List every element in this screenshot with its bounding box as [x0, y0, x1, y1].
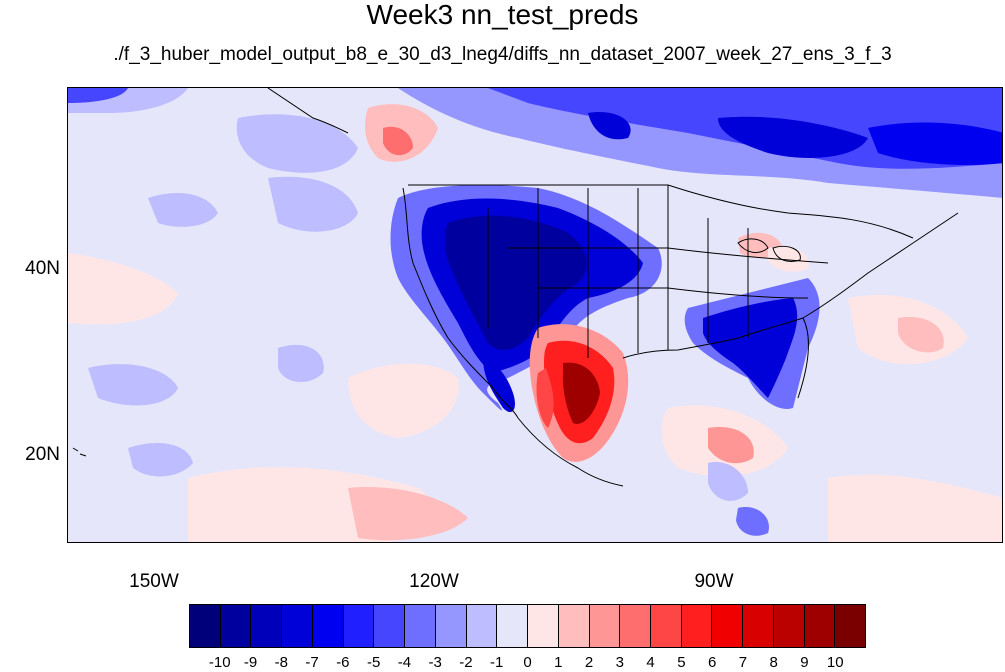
colorbar-tick-label: 0 [523, 654, 532, 671]
colorbar-swatch [312, 605, 344, 647]
colorbar-tick-label: 3 [615, 654, 624, 671]
colorbar-tick-label: 6 [707, 654, 717, 671]
colorbar-tick-label: -4 [397, 654, 412, 671]
colorbar-swatch [435, 605, 467, 647]
lat-label-40n: 40N [25, 258, 60, 279]
colorbar-swatch [712, 605, 744, 647]
map-subtitle: ./f_3_huber_model_output_b8_e_30_d3_lneg… [113, 44, 892, 65]
colorbar-swatch [651, 605, 682, 647]
contour-field [68, 88, 1002, 542]
colorbar-tick-label: -10 [208, 654, 231, 671]
colorbar-swatch [773, 605, 805, 647]
map-plot-area [67, 87, 1003, 543]
colorbar-swatch [220, 605, 252, 647]
colorbar-swatch [343, 605, 375, 647]
colorbar-tick-label: -5 [366, 654, 381, 671]
colorbar-tick-label: 4 [646, 654, 655, 671]
colorbar-tick-label: -6 [336, 654, 350, 671]
lon-label-150w: 150W [129, 571, 179, 592]
colorbar-tick-label: -2 [459, 654, 473, 671]
colorbar-swatch [835, 605, 866, 647]
colorbar-swatch [282, 605, 313, 647]
colorbar [189, 604, 866, 648]
colorbar-swatch [558, 605, 590, 647]
lat-label-20n: 20N [25, 444, 60, 465]
colorbar-tick-label: -8 [274, 654, 288, 671]
colorbar-swatch [466, 605, 498, 647]
colorbar-tick-label: 2 [584, 654, 594, 671]
colorbar-swatch [374, 605, 406, 647]
colorbar-swatch [589, 605, 621, 647]
colorbar-swatch [743, 605, 774, 647]
colorbar-tick-label: -7 [305, 654, 319, 671]
colorbar-tick-label: -9 [243, 654, 258, 671]
colorbar-swatch [804, 605, 836, 647]
colorbar-swatch [528, 605, 559, 647]
colorbar-swatch [620, 605, 652, 647]
colorbar-tick-label: 10 [826, 654, 844, 671]
colorbar-tick-label: 9 [800, 654, 809, 671]
map-title: Week3 nn_test_preds [366, 0, 639, 30]
lon-label-90w: 90W [694, 571, 734, 592]
colorbar-tick-label: -3 [428, 654, 442, 671]
colorbar-tick-label: -1 [490, 654, 504, 671]
colorbar-tick-label: 8 [769, 654, 778, 671]
colorbar-swatch [405, 605, 436, 647]
colorbar-tick-label: 1 [554, 654, 563, 671]
colorbar-swatch [251, 605, 283, 647]
colorbar-swatch [190, 605, 221, 647]
colorbar-swatch [681, 605, 713, 647]
lon-label-120w: 120W [409, 571, 459, 592]
colorbar-tick-label: 7 [738, 654, 748, 671]
colorbar-swatch [497, 605, 529, 647]
colorbar-tick-label: 5 [677, 654, 686, 671]
